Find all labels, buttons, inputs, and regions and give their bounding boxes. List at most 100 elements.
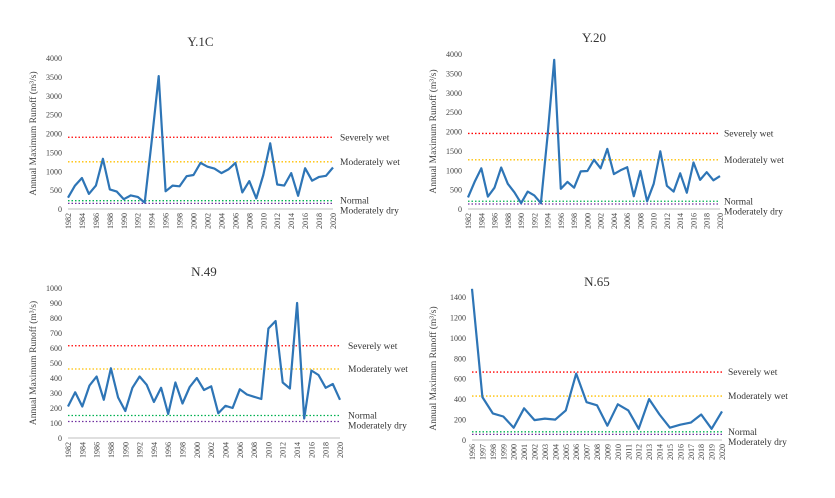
y-tick-label: 400 (50, 374, 62, 383)
x-tick-label: 2012 (279, 442, 288, 458)
x-tick-label: 2006 (236, 442, 245, 458)
x-tick-label: 1994 (148, 213, 157, 229)
x-tick-label: 2020 (718, 444, 727, 460)
x-tick-label: 1982 (64, 213, 73, 229)
y-tick-label: 1400 (450, 293, 466, 302)
threshold-label: Normal (724, 197, 753, 207)
x-tick-label: 2002 (531, 444, 540, 460)
y-tick-label: 800 (454, 354, 466, 363)
y-tick-label: 3500 (446, 69, 462, 78)
x-tick-label: 1998 (570, 213, 579, 229)
x-tick-label: 2018 (697, 444, 706, 460)
threshold-label: Moderately wet (724, 156, 784, 166)
x-tick-label: 1988 (504, 213, 513, 229)
y-tick-label: 0 (458, 205, 462, 214)
chart-title: Y.20 (582, 30, 606, 45)
y-tick-label: 2500 (446, 108, 462, 117)
x-tick-label: 1998 (179, 442, 188, 458)
x-tick-label: 2012 (635, 444, 644, 460)
x-tick-label: 2010 (264, 442, 273, 458)
threshold-label: Normal (728, 428, 757, 438)
threshold-label: Moderately dry (724, 207, 783, 217)
x-tick-label: 2010 (650, 213, 659, 229)
x-tick-label: 2014 (676, 213, 685, 229)
y-tick-label: 1000 (446, 166, 462, 175)
x-tick-label: 2008 (593, 444, 602, 460)
series-line (466, 58, 721, 205)
chart-panel-n49: N.49 Annual Maximum Runoff (m³/s) 0 100 200 3… (28, 264, 408, 458)
y-axis-label: Annual Maximum Runoff (m³/s) (428, 306, 439, 430)
y-axis-label: Annual Maximum Runoff (m³/s) (28, 71, 39, 195)
x-tick-label: 2002 (597, 213, 606, 229)
x-tick-label: 2000 (510, 444, 519, 460)
y-axis-label: Annual Maximum Runoff (m³/s) (428, 69, 439, 193)
x-tick-label: 2018 (703, 213, 712, 229)
x-tick-label: 2016 (301, 213, 310, 229)
x-tick-label: 2006 (572, 444, 581, 460)
x-tick-label: 2018 (315, 213, 324, 229)
x-tick-label: 2006 (623, 213, 632, 229)
x-tick-label: 2019 (708, 444, 717, 460)
chart-title: N.65 (584, 274, 610, 289)
y-tick-label: 3000 (446, 89, 462, 98)
x-tick-label: 1984 (78, 442, 87, 458)
x-tick-label: 2015 (666, 444, 675, 460)
x-tick-label: 1998 (489, 444, 498, 460)
y-tick-label: 2500 (46, 111, 62, 120)
y-tick-label: 3000 (46, 92, 62, 101)
y-tick-label: 3500 (46, 73, 62, 82)
x-tick-label: 1994 (544, 213, 553, 229)
x-tick-label: 1986 (93, 442, 102, 458)
y-tick-label: 1000 (450, 334, 466, 343)
x-tick-label: 2002 (207, 442, 216, 458)
threshold-label: Moderately dry (728, 438, 787, 448)
x-tick-label: 2001 (520, 444, 529, 460)
x-tick-label: 2016 (676, 444, 685, 460)
x-tick-label: 2008 (250, 442, 259, 458)
y-tick-label: 400 (454, 395, 466, 404)
y-tick-label: 1500 (446, 147, 462, 156)
series-line (67, 301, 342, 420)
threshold-label: Normal (340, 197, 369, 207)
y-tick-label: 2000 (446, 128, 462, 137)
x-tick-label: 1982 (464, 213, 473, 229)
x-tick-label: 1986 (491, 213, 500, 229)
x-tick-label: 1996 (164, 442, 173, 458)
x-tick-label: 2004 (217, 213, 226, 229)
x-tick-label: 2012 (273, 213, 282, 229)
x-tick-label: 1992 (530, 213, 539, 229)
y-tick-label: 100 (50, 419, 62, 428)
x-tick-label: 1992 (134, 213, 143, 229)
y-tick-label: 600 (50, 344, 62, 353)
x-tick-label: 2009 (603, 444, 612, 460)
x-tick-label: 2014 (287, 213, 296, 229)
y-tick-label: 0 (58, 205, 62, 214)
x-tick-label: 1982 (64, 442, 73, 458)
x-tick-label: 2017 (687, 444, 696, 460)
x-tick-label: 1996 (468, 444, 477, 460)
x-tick-label: 1999 (499, 444, 508, 460)
x-tick-label: 2008 (245, 213, 254, 229)
x-tick-label: 1984 (477, 213, 486, 229)
x-tick-label: 2020 (329, 213, 338, 229)
x-tick-label: 1988 (106, 213, 115, 229)
x-tick-label: 2004 (610, 213, 619, 229)
series-line (67, 74, 334, 204)
x-tick-label: 2004 (551, 444, 560, 460)
y-tick-label: 500 (450, 186, 462, 195)
series-line (470, 288, 723, 430)
y-tick-label: 1500 (46, 148, 62, 157)
y-tick-label: 1000 (46, 167, 62, 176)
x-tick-label: 2020 (336, 442, 345, 458)
threshold-label: Moderately wet (728, 392, 788, 402)
x-tick-label: 2005 (562, 444, 571, 460)
y-tick-label: 0 (58, 434, 62, 443)
threshold-label: Moderately wet (348, 365, 408, 375)
y-tick-label: 4000 (46, 54, 62, 63)
x-tick-label: 2000 (193, 442, 202, 458)
y-tick-label: 900 (50, 299, 62, 308)
x-tick-label: 2008 (636, 213, 645, 229)
x-tick-label: 2018 (322, 442, 331, 458)
x-tick-label: 1992 (136, 442, 145, 458)
